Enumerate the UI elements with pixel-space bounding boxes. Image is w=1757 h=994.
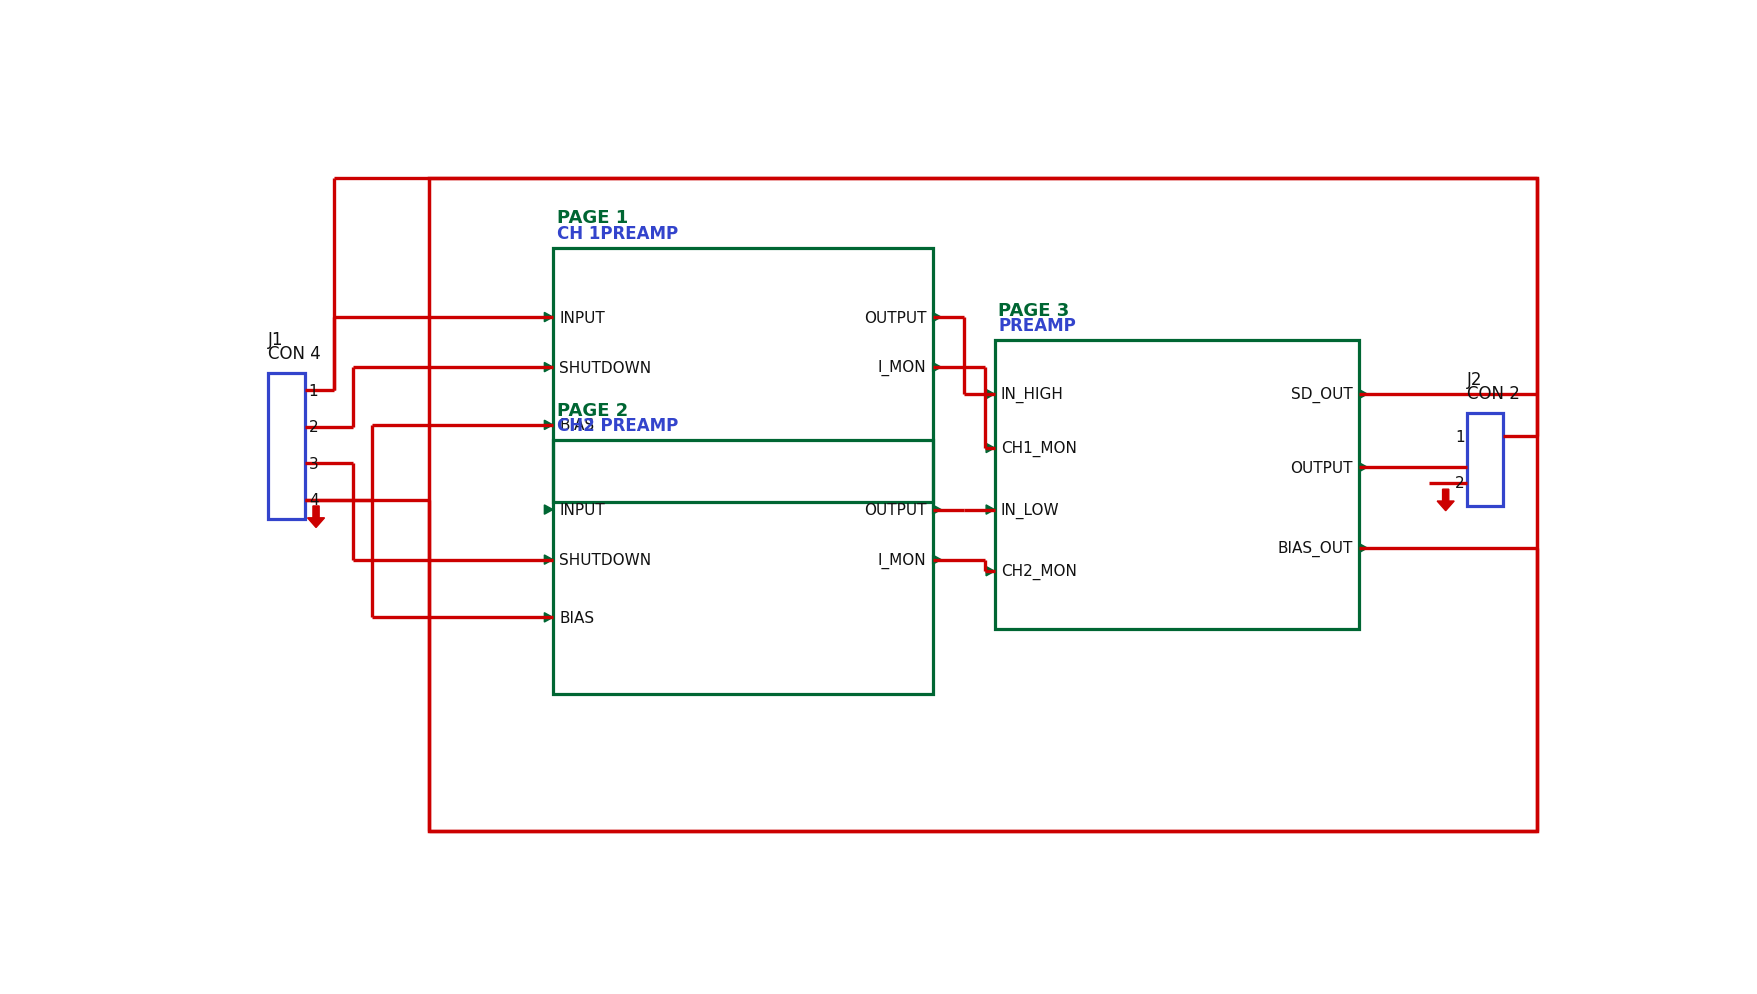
Bar — [553, 248, 933, 502]
Polygon shape — [545, 505, 553, 515]
Polygon shape — [986, 390, 994, 400]
Bar — [429, 179, 1537, 832]
Text: CH 1PREAMP: CH 1PREAMP — [557, 225, 678, 243]
Text: BIAS: BIAS — [559, 417, 594, 433]
Text: IN_HIGH: IN_HIGH — [1001, 387, 1063, 403]
Text: PAGE 3: PAGE 3 — [998, 301, 1070, 319]
Text: 2: 2 — [1455, 476, 1465, 491]
Text: OUTPUT: OUTPUT — [1290, 460, 1353, 475]
Bar — [553, 440, 933, 695]
Text: INPUT: INPUT — [559, 310, 604, 325]
Polygon shape — [1437, 490, 1455, 511]
Polygon shape — [307, 506, 325, 528]
Polygon shape — [933, 313, 942, 322]
Polygon shape — [545, 313, 553, 322]
Polygon shape — [933, 505, 942, 515]
Polygon shape — [545, 420, 553, 430]
Text: PAGE 1: PAGE 1 — [557, 209, 627, 227]
Polygon shape — [933, 556, 942, 565]
Polygon shape — [545, 363, 553, 373]
Text: INPUT: INPUT — [559, 503, 604, 518]
Polygon shape — [986, 567, 994, 577]
Text: PREAMP: PREAMP — [998, 317, 1077, 335]
Text: CON 4: CON 4 — [267, 344, 320, 363]
Text: CH2_MON: CH2_MON — [1001, 564, 1077, 580]
Text: OUTPUT: OUTPUT — [864, 310, 926, 325]
Text: PAGE 2: PAGE 2 — [557, 402, 627, 419]
Text: CON 2: CON 2 — [1467, 385, 1520, 403]
Text: 1: 1 — [309, 383, 318, 399]
Bar — [1467, 414, 1502, 507]
Text: 3: 3 — [309, 456, 318, 471]
Polygon shape — [545, 556, 553, 565]
Bar — [267, 373, 306, 519]
Text: 1: 1 — [1455, 429, 1465, 444]
Text: CH1_MON: CH1_MON — [1001, 440, 1077, 456]
Polygon shape — [545, 613, 553, 622]
Text: SHUTDOWN: SHUTDOWN — [559, 553, 652, 568]
Text: OUTPUT: OUTPUT — [864, 503, 926, 518]
Polygon shape — [1358, 390, 1367, 400]
Polygon shape — [1358, 544, 1367, 554]
Text: SD_OUT: SD_OUT — [1291, 387, 1353, 403]
Polygon shape — [986, 444, 994, 453]
Bar — [994, 341, 1358, 629]
Text: IN_LOW: IN_LOW — [1001, 502, 1059, 518]
Text: J2: J2 — [1467, 371, 1483, 389]
Text: I_MON: I_MON — [878, 360, 926, 376]
Text: 2: 2 — [309, 419, 318, 434]
Text: SHUTDOWN: SHUTDOWN — [559, 360, 652, 375]
Text: CH2 PREAMP: CH2 PREAMP — [557, 416, 678, 434]
Polygon shape — [986, 505, 994, 515]
Text: BIAS: BIAS — [559, 610, 594, 625]
Text: BIAS_OUT: BIAS_OUT — [1277, 541, 1353, 557]
Polygon shape — [1358, 463, 1367, 472]
Text: J1: J1 — [267, 331, 283, 349]
Text: I_MON: I_MON — [878, 552, 926, 569]
Polygon shape — [933, 363, 942, 373]
Text: 4: 4 — [309, 493, 318, 508]
